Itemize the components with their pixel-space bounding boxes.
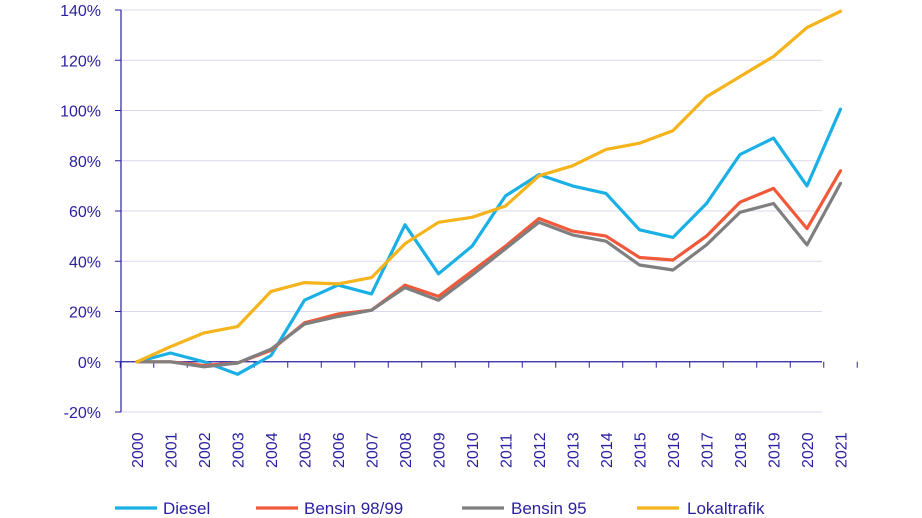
legend-label: Bensin 98/99 [304,499,403,518]
x-tick-label: 2006 [331,432,348,468]
grid-lines [121,9,822,413]
x-tick-label: 2003 [231,432,248,468]
y-tick-label: 140% [60,3,101,20]
x-axis: 2000 2001 2002 2003 2004 2005 2006 2007 2008 2009… [119,361,858,468]
x-tick-label: 2000 [130,432,147,468]
legend-label: Diesel [163,499,210,518]
x-tick-label: 2011 [499,433,516,468]
series-line-lokaltrafik [135,9,843,364]
x-tick-label: 2021 [834,432,851,468]
x-tick-label: 2015 [633,432,650,468]
x-tick-label: 2016 [666,432,683,468]
x-tick-label: 2002 [197,432,214,468]
x-tick-label: 2018 [733,432,750,468]
y-tick-label: 120% [60,53,101,70]
x-tick-label: 2004 [264,432,281,468]
y-axis: -20% 0% 20% 40% 60% 80% 100% 120% 140% [60,3,122,422]
x-tick-label: 2008 [398,432,415,468]
x-tick-label: 2009 [432,432,449,468]
x-tick-label: 2001 [164,432,181,468]
x-tick-label: 2012 [532,432,549,468]
series-line-bensin-95 [135,181,843,369]
x-tick-label: 2019 [767,432,784,468]
y-tick-label: 20% [69,305,101,322]
y-tick-label: 40% [69,254,101,271]
x-tick-label: 2007 [365,432,382,468]
y-tick-label: -20% [64,405,101,422]
series-line-diesel [135,107,843,376]
x-tick-label: 2010 [465,432,482,468]
x-tick-label: 2013 [566,432,583,468]
x-tick-label: 2017 [700,432,717,468]
x-tick-label: 2020 [800,432,817,468]
legend: Diesel Bensin 98/99 Bensin 95 Lokaltrafik [115,499,765,518]
legend-label: Lokaltrafik [687,499,765,518]
y-tick-label: 80% [69,154,101,171]
series-line-bensin-98-99 [135,169,843,368]
y-tick-label: 60% [69,204,101,221]
y-tick-label: 100% [60,104,101,121]
x-tick-label: 2005 [298,432,315,468]
y-tick-label: 0% [78,355,101,372]
series-lines [135,9,843,376]
x-tick-label: 2014 [599,432,616,468]
legend-label: Bensin 95 [511,499,587,518]
